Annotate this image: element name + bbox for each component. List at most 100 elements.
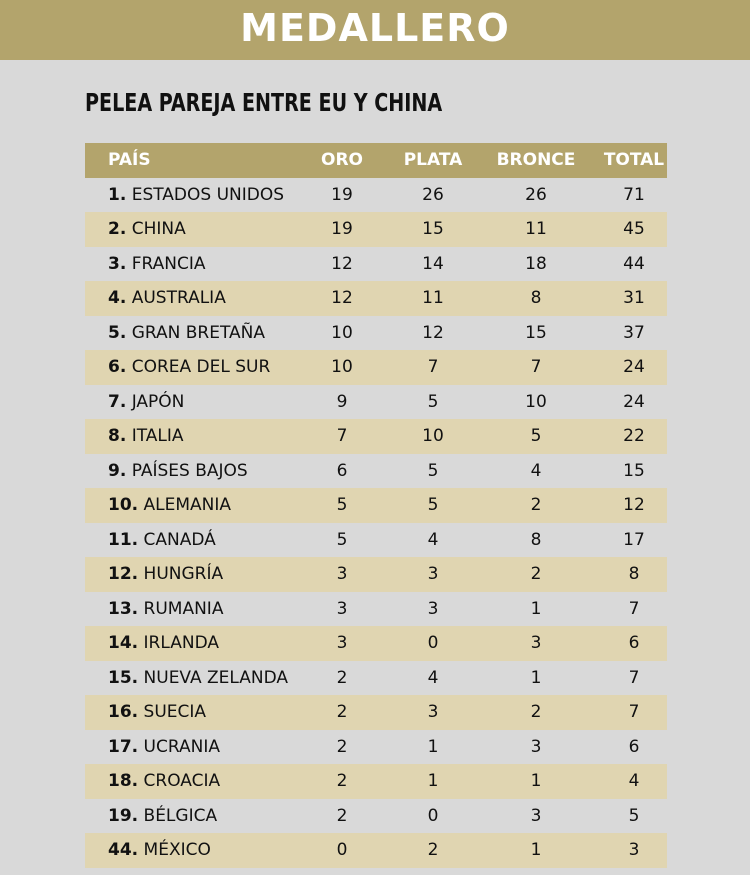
rank: 15. — [108, 667, 139, 688]
medal-count: 10 — [422, 426, 444, 446]
medal-count: 7 — [336, 426, 348, 446]
medal-count: 3 — [530, 736, 542, 757]
country: CROACIA — [143, 771, 221, 791]
medal-count: 15 — [525, 322, 547, 343]
medal-count: 31 — [623, 288, 645, 308]
column-header: TOTAL — [603, 150, 665, 170]
medal-count: 8 — [530, 288, 542, 308]
medal-count: 19 — [331, 184, 353, 205]
medal-count: 3 — [427, 702, 439, 722]
title: MEDALLERO — [240, 6, 510, 50]
country-cell: 4. AUSTRALIA — [108, 281, 226, 316]
country-cell: 7. JAPÓN — [108, 385, 184, 420]
medal-count: 3 — [336, 633, 348, 653]
table-row: 6. COREA DEL SUR 10 7 7 24 — [85, 350, 667, 385]
country-cell: 1. ESTADOS UNIDOS — [108, 178, 284, 213]
country: ITALIA — [131, 426, 184, 446]
country: RUMANIA — [143, 598, 224, 619]
medal-count: 12 — [422, 322, 444, 343]
header-row: PAÍS ORO PLATA BRONCE TOTAL — [85, 143, 667, 178]
rank: 6. — [108, 357, 127, 377]
medal-count: 3 — [530, 633, 542, 653]
country-cell: 17. UCRANIA — [108, 730, 220, 765]
country-cell: 44. MÉXICO — [108, 833, 211, 868]
medal-count: 8 — [628, 564, 640, 584]
table-row: 12. HUNGRÍA 3 3 2 8 — [85, 557, 667, 592]
column-header: ORO — [321, 150, 363, 170]
country-cell: 3. FRANCIA — [108, 247, 205, 282]
medal-count: 4 — [628, 771, 640, 791]
medal-count: 5 — [427, 391, 439, 412]
country: SUECIA — [143, 702, 207, 722]
medal-count: 24 — [623, 391, 645, 412]
country: IRLANDA — [143, 633, 219, 653]
country-cell: 10. ALEMANIA — [108, 488, 231, 523]
medal-count: 7 — [628, 667, 640, 688]
country-cell: 11. CANADÁ — [108, 523, 216, 558]
table-row: 19. BÉLGICA 2 0 3 5 — [85, 798, 667, 834]
medal-count: 1 — [530, 667, 542, 688]
table-row: 10. ALEMANIA 5 5 2 12 — [85, 488, 667, 523]
medal-count: 1 — [427, 736, 439, 757]
column-header: PAÍS — [108, 150, 151, 170]
table-row: 3. FRANCIA 12 14 18 44 — [85, 246, 667, 282]
medal-count: 15 — [422, 219, 444, 239]
medal-count: 0 — [336, 840, 348, 860]
rank: 2. — [108, 219, 127, 239]
medal-count: 2 — [336, 667, 348, 688]
medal-count: 3 — [427, 598, 439, 619]
table-row: 18. CROACIA 2 1 1 4 — [85, 764, 667, 799]
rank: 1. — [108, 184, 127, 205]
rank: 14. — [108, 633, 139, 653]
country-cell: 6. COREA DEL SUR — [108, 350, 270, 385]
medal-count: 26 — [422, 184, 444, 205]
rank: 18. — [108, 771, 139, 791]
country-cell: 2. CHINA — [108, 212, 186, 247]
table-row: 15. NUEVA ZELANDA 2 4 1 7 — [85, 660, 667, 696]
country-cell: 19. BÉLGICA — [108, 799, 217, 834]
medal-count: 5 — [427, 460, 439, 481]
medal-count: 71 — [623, 184, 645, 205]
medal-count: 8 — [530, 529, 542, 550]
medal-count: 12 — [331, 253, 353, 274]
medal-count: 22 — [623, 426, 645, 446]
country-cell: 15. NUEVA ZELANDA — [108, 661, 288, 696]
table-row: 2. CHINA 19 15 11 45 — [85, 212, 667, 247]
country: CANADÁ — [143, 529, 216, 550]
country-cell: 13. RUMANIA — [108, 592, 223, 627]
country: FRANCIA — [131, 253, 206, 274]
rank: 17. — [108, 736, 139, 757]
country: NUEVA ZELANDA — [143, 667, 289, 688]
medal-count: 2 — [336, 805, 348, 826]
medal-count: 5 — [336, 529, 348, 550]
rank: 11. — [108, 529, 139, 550]
country-cell: 16. SUECIA — [108, 695, 206, 730]
medal-count: 12 — [623, 495, 645, 515]
column-header: PLATA — [403, 150, 463, 170]
country: UCRANIA — [143, 736, 220, 757]
table-row: 14. IRLANDA 3 0 3 6 — [85, 626, 667, 661]
medal-count: 2 — [336, 771, 348, 791]
table-row: 44. MÉXICO 0 2 1 3 — [85, 833, 667, 868]
rank: 7. — [108, 391, 127, 412]
country-cell: 8. ITALIA — [108, 419, 184, 454]
medal-count: 2 — [336, 736, 348, 757]
rank: 9. — [108, 460, 127, 481]
country: JAPÓN — [131, 391, 185, 412]
rank: 16. — [108, 702, 139, 722]
medal-count: 45 — [623, 219, 645, 239]
table-row: 11. CANADÁ 5 4 8 17 — [85, 522, 667, 558]
country: ESTADOS UNIDOS — [131, 184, 285, 205]
rank: 3. — [108, 253, 127, 274]
medal-count: 2 — [530, 702, 542, 722]
country: MÉXICO — [143, 840, 211, 860]
medal-count: 4 — [530, 460, 542, 481]
table-row: 9. PAÍSES BAJOS 6 5 4 15 — [85, 453, 667, 488]
medal-count: 2 — [336, 702, 348, 722]
medal-count: 4 — [427, 529, 439, 550]
medal-count: 1 — [530, 771, 542, 791]
medal-count: 24 — [623, 357, 645, 377]
rank: 13. — [108, 598, 139, 619]
medal-count: 10 — [331, 357, 353, 377]
medal-count: 1 — [530, 840, 542, 860]
